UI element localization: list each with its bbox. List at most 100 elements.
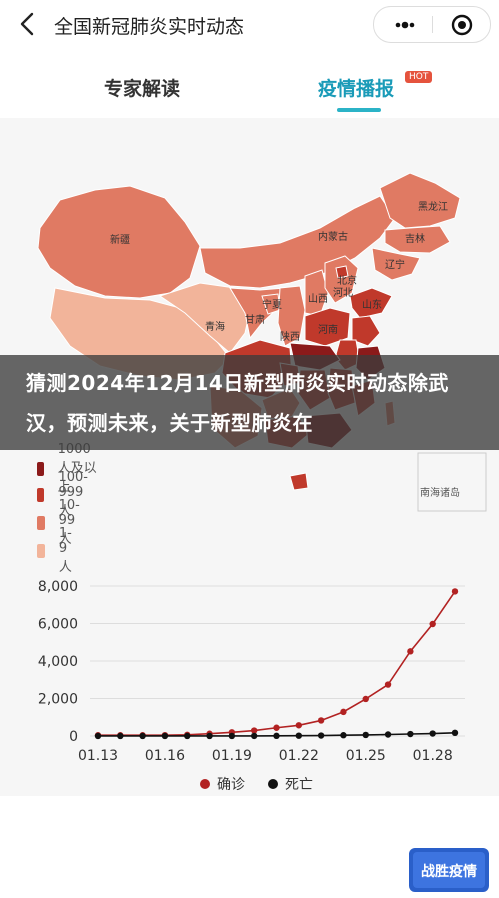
- map-label-neimenggu: 内蒙古: [318, 230, 348, 243]
- legend-marker: [268, 779, 278, 789]
- map-label-qinghai: 青海: [205, 320, 225, 333]
- map-label-shandong: 山东: [362, 298, 382, 311]
- map-label-hebei: 河北: [333, 287, 353, 299]
- data-point: [206, 732, 213, 740]
- legend-swatch: [37, 543, 45, 558]
- x-tick-label: 01.28: [413, 748, 453, 764]
- data-point: [295, 722, 303, 729]
- province-hebei: [324, 255, 359, 304]
- data-point: [161, 732, 169, 740]
- legend-label: 10-99人: [58, 498, 80, 547]
- province-beijing: [335, 265, 349, 279]
- active-tab-indicator: [337, 108, 381, 112]
- province-hainan: [289, 472, 309, 491]
- data-point: [340, 708, 347, 716]
- legend-item: 1-9人: [37, 526, 78, 575]
- trend-chart: 0 2,000 4,000 6,000 8,000 01.13 01.16 01.19 01.2…: [38, 579, 465, 793]
- legend-text: 确诊: [217, 777, 245, 793]
- y-tick-label: 4,000: [38, 654, 78, 670]
- data-point: [340, 732, 347, 739]
- badge-label: 战胜疫情: [421, 863, 477, 880]
- data-point: [317, 732, 325, 739]
- y-tick-label: 6,000: [38, 617, 78, 633]
- map-label-shaanxi: 陕西: [280, 330, 300, 343]
- map-label-henan: 河南: [318, 323, 338, 336]
- south-sea-inset: [417, 452, 487, 512]
- legend-swatch: [37, 461, 44, 476]
- province-jiangsu: [351, 315, 381, 347]
- legend-label: 1-9人: [58, 526, 72, 575]
- page-title: 全国新冠肺炎实时动态: [54, 16, 245, 38]
- data-point: [451, 729, 459, 737]
- map-label-shanxi: 山西: [308, 293, 328, 305]
- tab-bar: 专家解读 疫情播报 HOT: [0, 50, 499, 118]
- headline-text: 猜测2024年12月14日新型肺炎实时动态除武汉，预测未来，关于新型肺炎在: [26, 371, 449, 435]
- legend-item: 100-999人: [37, 470, 95, 519]
- legend-swatch: [37, 515, 45, 530]
- province-xinjiang: [37, 185, 201, 299]
- data-point: [429, 730, 436, 737]
- map-label-heilongjiang: 黑龙江: [418, 200, 448, 213]
- province-shaanxi: [277, 285, 306, 347]
- data-point: [139, 732, 146, 740]
- data-point: [273, 732, 280, 740]
- data-point: [384, 681, 392, 688]
- headline-overlay: 猜测2024年12月14日新型肺炎实时动态除武汉，预测未来，关于新型肺炎在: [0, 355, 499, 450]
- close-target-icon[interactable]: [450, 13, 474, 37]
- y-tick-label: 2,000: [38, 692, 78, 708]
- capsule-divider: [432, 16, 433, 33]
- hot-badge: HOT: [405, 71, 433, 83]
- province-heilongjiang: [379, 172, 461, 229]
- y-tick-label: 8,000: [38, 579, 78, 595]
- map-label-jilin: 吉林: [405, 232, 425, 245]
- map-label-beijing: 北京: [337, 274, 357, 287]
- map-label-liaoning: 辽宁: [385, 258, 405, 271]
- province-shanxi: [304, 269, 329, 317]
- mini-program-capsule: [373, 6, 491, 43]
- tab-broadcast[interactable]: 疫情播报: [318, 78, 395, 100]
- series-line: [98, 590, 456, 737]
- tab-expert[interactable]: 专家解读: [104, 78, 181, 100]
- legend-item: 10-99人: [37, 498, 86, 547]
- data-point: [384, 731, 392, 738]
- province-qinghai: [158, 282, 251, 354]
- data-point: [250, 727, 258, 734]
- data-point: [451, 588, 459, 595]
- legend-text: 死亡: [285, 777, 313, 793]
- legend-marker: [200, 779, 210, 789]
- map-label-xinjiang: 新疆: [110, 233, 130, 246]
- data-point: [228, 732, 236, 740]
- data-point: [184, 732, 191, 740]
- y-tick-label: 0: [69, 729, 78, 745]
- data-point: [317, 717, 325, 724]
- top-bar: 全国新冠肺炎实时动态: [0, 0, 499, 50]
- province-shandong: [349, 287, 393, 319]
- data-point: [273, 724, 280, 731]
- data-point: [429, 620, 436, 628]
- map-label-gansu: 甘肃: [245, 313, 265, 326]
- data-point: [94, 732, 102, 740]
- back-arrow-icon[interactable]: [16, 11, 40, 37]
- province-henan: [304, 307, 351, 347]
- legend-swatch: [37, 487, 45, 502]
- x-tick-label: 01.25: [346, 748, 386, 764]
- content-area: 新疆 内蒙古 黑龙江 吉林 辽宁 北京 河北 山西 宁夏 甘肃 青海 陕西 山东…: [0, 118, 499, 892]
- x-tick-label: 01.13: [78, 748, 118, 764]
- data-point: [295, 732, 303, 739]
- legend-label: 100-999人: [58, 470, 88, 519]
- data-point: [407, 648, 414, 655]
- south-sea-label: 南海诸岛: [420, 486, 460, 499]
- data-point: [117, 732, 124, 740]
- data-point: [250, 732, 258, 740]
- map-label-ningxia: 宁夏: [262, 298, 282, 311]
- x-tick-label: 01.22: [279, 748, 319, 764]
- more-dots-icon[interactable]: [394, 18, 416, 32]
- data-point: [362, 695, 369, 703]
- province-jilin: [384, 225, 451, 254]
- x-tick-label: 01.19: [212, 748, 252, 764]
- x-tick-label: 01.16: [145, 748, 185, 764]
- data-point: [362, 731, 369, 739]
- data-point: [407, 730, 414, 738]
- province-neimenggu: [199, 195, 396, 289]
- zhan-sheng-yi-qing-badge: 战胜疫情: [409, 848, 489, 892]
